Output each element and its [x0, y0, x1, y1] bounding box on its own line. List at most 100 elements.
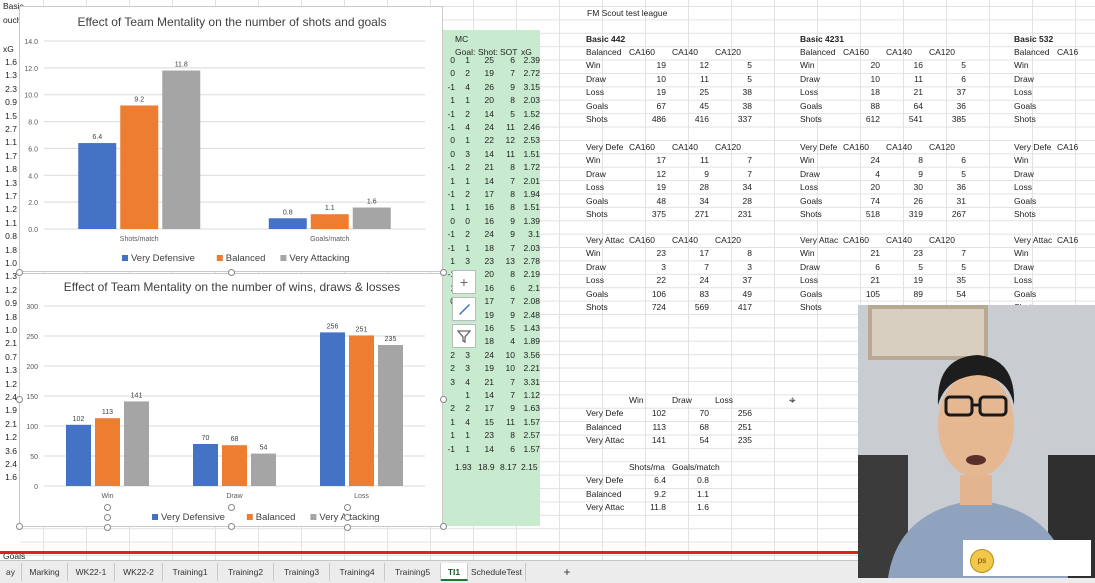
summary-cell: 256: [737, 408, 752, 419]
chart-filters-funnel-icon[interactable]: [452, 324, 476, 348]
selection-handle[interactable]: [344, 504, 351, 511]
chart-title: Effect of Team Mentality on the number o…: [77, 15, 386, 29]
mc-cell: 9: [510, 215, 515, 226]
data-cell: 35: [956, 275, 966, 286]
sheet-tab-wk22-1[interactable]: WK22-1: [68, 563, 115, 581]
sheet-tab-training4[interactable]: Training4: [330, 563, 385, 581]
x-category-label: Win: [101, 493, 113, 500]
mc-cell: 1.39: [523, 215, 540, 226]
spreadsheet-grid[interactable]: Basic ouch xG 1.6 1.3 2.3 0.9 1.5 2.7 1.1 1.7 1.8 1.…: [0, 0, 1095, 560]
section-col-header: CA120: [715, 235, 741, 245]
section-header: Balanced: [1014, 47, 1050, 57]
mc-cell: 2.21: [523, 363, 540, 374]
x-category-label: Shots/match: [120, 236, 159, 243]
section-header: Balanced: [800, 47, 836, 57]
sheet-tab-ti1[interactable]: TI1: [441, 563, 468, 581]
sheet-tab-ay[interactable]: ay: [0, 563, 22, 581]
data-cell: 20: [870, 60, 880, 71]
left-strip-value: 1.9: [5, 405, 17, 416]
mc-avg: 2.15: [521, 462, 538, 472]
mc-cell: 5: [510, 108, 515, 119]
selection-handle[interactable]: [440, 269, 447, 276]
mc-cell: 1: [450, 202, 455, 213]
section-header: Very Attac: [1014, 235, 1053, 245]
sheet-tab-training1[interactable]: Training1: [163, 563, 218, 581]
mc-cell: 10: [505, 363, 515, 374]
data-cell: 19: [656, 87, 666, 98]
selection-handle[interactable]: [16, 269, 23, 276]
mc-cell: 2.39: [523, 55, 540, 65]
summary-cell: 251: [737, 421, 752, 432]
selection-handle[interactable]: [440, 523, 447, 530]
summary-row-label: Very Defe: [586, 408, 624, 419]
data-cell: 5: [747, 73, 752, 84]
legend-swatch: [122, 255, 128, 261]
mc-cell: 3.31: [523, 376, 540, 387]
row-label: Win: [586, 248, 601, 259]
row-label: Goals: [800, 288, 823, 299]
mc-cell: 7: [510, 390, 515, 400]
left-strip-value: 1.5: [5, 110, 17, 121]
mc-cell: 15: [484, 416, 494, 427]
left-strip-value: 1.2: [5, 204, 17, 215]
chart-styles-brush-icon[interactable]: [452, 297, 476, 321]
row-label: Shots: [586, 114, 608, 124]
left-strip-value: 0.9: [5, 97, 17, 108]
bar-balanced: [310, 214, 349, 229]
sheet-tab-training5[interactable]: Training5: [385, 563, 441, 581]
summary-row-label: Very Attac: [586, 435, 625, 446]
row-label: Win: [800, 155, 815, 166]
sheet-tab-wk22-2[interactable]: WK22-2: [115, 563, 163, 581]
x-category-label: Loss: [354, 493, 369, 500]
mc-cell: 4: [465, 122, 470, 132]
mc-cell: 1: [465, 390, 470, 400]
selection-handle[interactable]: [228, 523, 235, 530]
summary-cell: 102: [651, 408, 666, 419]
data-cell: 5: [961, 60, 966, 71]
data-cell: 54: [956, 288, 966, 299]
row-label: Loss: [800, 182, 818, 193]
webcam-overlay: ps: [858, 305, 1095, 578]
left-strip-value: 2.3: [5, 83, 17, 94]
mc-cell: 21: [484, 376, 494, 387]
sheet-tab-marking[interactable]: Marking: [22, 563, 68, 581]
data-label: 1.1: [325, 205, 335, 212]
wins-draws-losses-chart[interactable]: Effect of Team Mentality on the number o…: [19, 273, 443, 527]
mc-avg: 8.17: [500, 462, 517, 472]
row-label: Win: [1014, 60, 1029, 71]
selection-handle[interactable]: [344, 524, 351, 531]
chart-elements-plus-icon[interactable]: +: [452, 270, 476, 294]
chart-title: Effect of Team Mentality on the number o…: [64, 280, 400, 294]
left-strip-value: 0.8: [5, 231, 17, 242]
selection-handle[interactable]: [228, 504, 235, 511]
data-cell: 19: [656, 60, 666, 71]
mc-cell: 3: [465, 349, 470, 360]
brush-icon: [459, 304, 470, 315]
sheet-tab-scheduletest[interactable]: ScheduleTest: [468, 563, 526, 581]
data-cell: 88: [870, 100, 880, 111]
left-strip-footer: Goals: [3, 551, 26, 560]
selection-handle[interactable]: [104, 504, 111, 511]
mc-cell: 7: [510, 68, 515, 79]
selection-handle[interactable]: [344, 514, 351, 521]
selection-handle[interactable]: [104, 514, 111, 521]
row-label: Win: [800, 248, 815, 259]
selection-handle[interactable]: [16, 523, 23, 530]
mc-cell: 2: [450, 349, 455, 360]
mc-cell: 3: [465, 148, 470, 159]
add-sheet-plus-icon[interactable]: +: [563, 565, 571, 579]
row-label: Draw: [1014, 261, 1034, 272]
bar-very-defensive: [78, 143, 117, 229]
sheet-tab-training2[interactable]: Training2: [218, 563, 274, 581]
sheet-tab-training3[interactable]: Training3: [274, 563, 330, 581]
mc-cell: 14: [484, 108, 494, 119]
selection-handle[interactable]: [104, 524, 111, 531]
selection-handle[interactable]: [16, 396, 23, 403]
selection-handle[interactable]: [228, 269, 235, 276]
selection-handle[interactable]: [440, 396, 447, 403]
shots-goals-chart[interactable]: Effect of Team Mentality on the number o…: [19, 6, 443, 272]
row-label: Loss: [1014, 87, 1032, 98]
data-cell: 45: [699, 100, 709, 111]
data-cell: 10: [656, 73, 666, 84]
mc-cell: 7: [510, 296, 515, 307]
